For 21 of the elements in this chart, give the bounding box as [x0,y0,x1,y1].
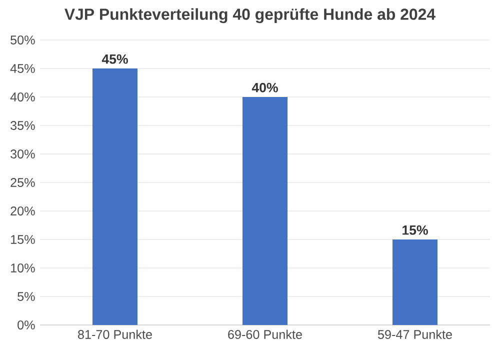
y-tick-label: 5% [18,292,35,301]
y-tick-label: 30% [10,150,35,158]
data-label: 40% [252,82,278,92]
bar [92,68,138,325]
x-tick-label: 81-70 Punkte [78,330,152,339]
y-tick-label: 10% [11,264,35,272]
y-tick-label: 20% [10,206,35,216]
y-tick-label: 15% [11,235,35,244]
chart-title: VJP Punkteverteilung 40 geprüfte Hunde ab 2024 [64,8,436,24]
x-tick-label: 69-60 Punkte [228,330,302,339]
data-label: 15% [402,225,428,235]
x-tick-label: 59-47 Punkte [378,330,452,339]
data-label: 45% [102,54,128,64]
y-tick-label: 25% [10,178,35,187]
bar [242,97,288,325]
y-tick-label: 50% [10,36,35,44]
y-tick-label: 35% [10,121,35,130]
bar [392,240,438,325]
y-tick-label: 0% [18,320,35,330]
y-tick-label: 45% [10,64,35,73]
y-tick-label: 40% [10,92,35,102]
